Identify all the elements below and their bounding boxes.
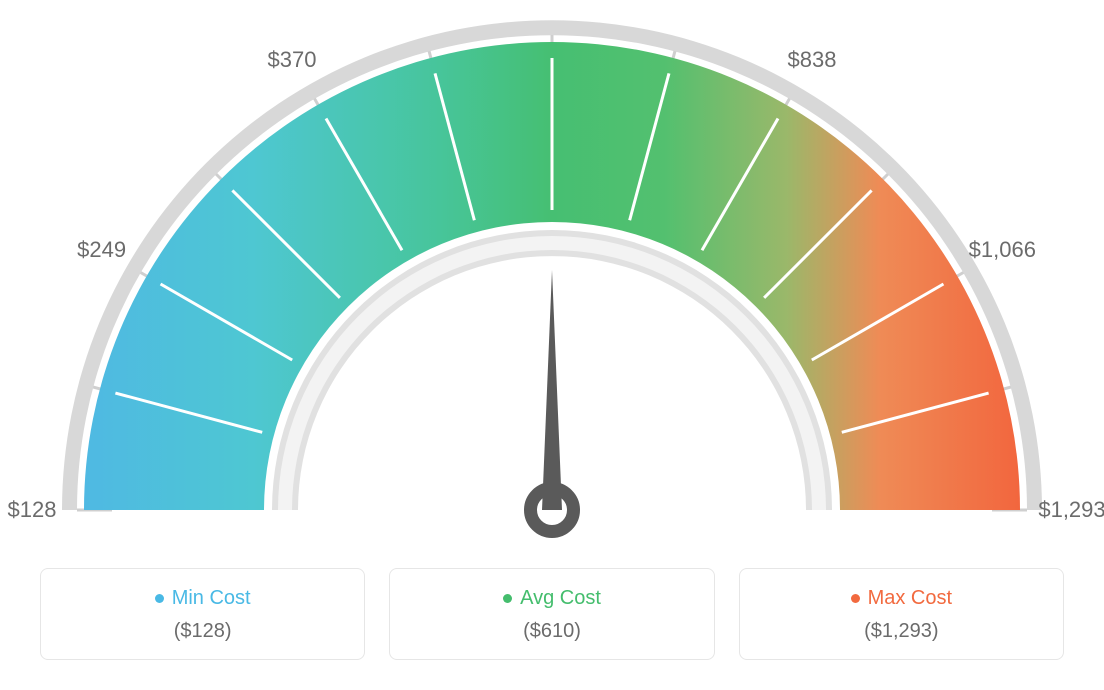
legend-card-max: Max Cost ($1,293) [739,568,1064,660]
legend-label-avg: Avg Cost [503,587,601,610]
gauge-container: $128 $249 $370 $610 $838 $1,066 $1,293 [0,0,1104,560]
legend-card-avg: Avg Cost ($610) [389,568,714,660]
legend-row: Min Cost ($128) Avg Cost ($610) Max Cost… [40,568,1064,660]
gauge-tick-label: $1,293 [1038,497,1104,523]
legend-dot-min [155,594,164,603]
legend-value-min: ($128) [51,620,354,643]
gauge-svg [0,0,1104,560]
legend-label-max-text: Max Cost [868,587,952,610]
legend-label-avg-text: Avg Cost [520,587,601,610]
gauge-tick-label: $610 [528,0,577,3]
gauge-tick-label: $370 [268,47,317,73]
legend-value-max: ($1,293) [750,620,1053,643]
gauge-tick-label: $128 [8,497,57,523]
legend-value-avg: ($610) [400,620,703,643]
gauge-tick-label: $1,066 [969,237,1036,263]
legend-label-max: Max Cost [851,587,952,610]
legend-dot-avg [503,594,512,603]
legend-dot-max [851,594,860,603]
legend-label-min: Min Cost [155,587,251,610]
legend-card-min: Min Cost ($128) [40,568,365,660]
gauge-tick-label: $249 [77,237,126,263]
legend-label-min-text: Min Cost [172,587,251,610]
gauge-tick-label: $838 [788,47,837,73]
